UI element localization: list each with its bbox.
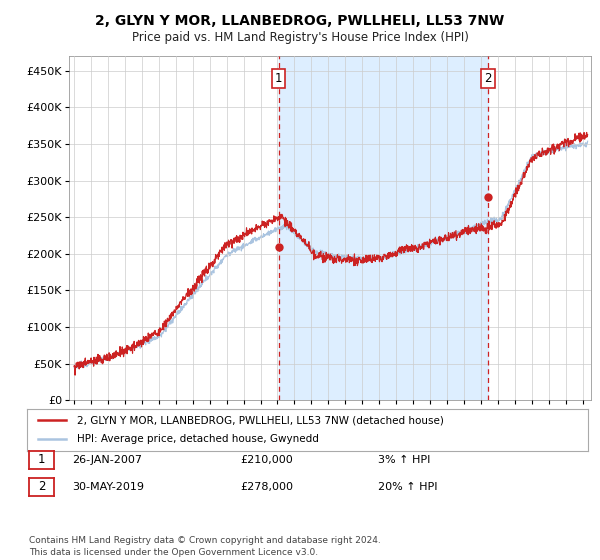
Text: 2: 2 bbox=[38, 480, 45, 493]
Bar bbox=[278, 56, 488, 400]
Text: 2, GLYN Y MOR, LLANBEDROG, PWLLHELI, LL53 7NW (detached house): 2, GLYN Y MOR, LLANBEDROG, PWLLHELI, LL5… bbox=[77, 416, 445, 426]
Text: 26-JAN-2007: 26-JAN-2007 bbox=[72, 455, 142, 465]
Text: 20% ↑ HPI: 20% ↑ HPI bbox=[378, 482, 437, 492]
Text: HPI: Average price, detached house, Gwynedd: HPI: Average price, detached house, Gwyn… bbox=[77, 435, 319, 445]
Text: Price paid vs. HM Land Registry's House Price Index (HPI): Price paid vs. HM Land Registry's House … bbox=[131, 31, 469, 44]
Text: £210,000: £210,000 bbox=[240, 455, 293, 465]
Text: 2, GLYN Y MOR, LLANBEDROG, PWLLHELI, LL53 7NW: 2, GLYN Y MOR, LLANBEDROG, PWLLHELI, LL5… bbox=[95, 14, 505, 28]
Text: 2: 2 bbox=[484, 72, 492, 85]
Text: Contains HM Land Registry data © Crown copyright and database right 2024.
This d: Contains HM Land Registry data © Crown c… bbox=[29, 536, 380, 557]
Text: 1: 1 bbox=[38, 453, 45, 466]
Text: 1: 1 bbox=[275, 72, 283, 85]
Text: £278,000: £278,000 bbox=[240, 482, 293, 492]
Text: 3% ↑ HPI: 3% ↑ HPI bbox=[378, 455, 430, 465]
Text: 30-MAY-2019: 30-MAY-2019 bbox=[72, 482, 144, 492]
